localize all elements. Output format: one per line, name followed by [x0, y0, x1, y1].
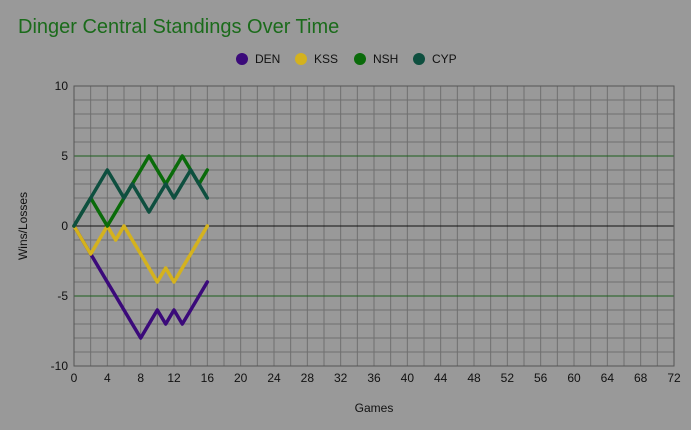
x-tick-label: 0 [71, 371, 78, 385]
series-line-nsh [72, 154, 210, 228]
x-tick-label: 44 [434, 371, 448, 385]
legend-marker-cyp [413, 53, 425, 65]
x-tick-label: 60 [567, 371, 581, 385]
y-tick-label: 0 [61, 219, 68, 233]
y-tick-label: -10 [51, 359, 69, 373]
legend-label-kss: KSS [314, 52, 338, 66]
x-tick-label: 68 [634, 371, 648, 385]
x-tick-label: 64 [601, 371, 615, 385]
x-tick-label: 24 [267, 371, 281, 385]
x-tick-label: 16 [201, 371, 215, 385]
x-tick-label: 28 [301, 371, 315, 385]
x-tick-label: 32 [334, 371, 348, 385]
x-tick-label: 56 [534, 371, 548, 385]
legend-label-den: DEN [255, 52, 280, 66]
y-axis-title: Wins/Losses [16, 192, 30, 260]
x-tick-label: 72 [667, 371, 681, 385]
legend-marker-nsh [354, 53, 366, 65]
x-tick-label: 12 [167, 371, 181, 385]
y-tick-label: 5 [61, 149, 68, 163]
x-tick-label: 48 [467, 371, 481, 385]
y-tick-label: 10 [55, 79, 69, 93]
chart-title: Dinger Central Standings Over Time [18, 16, 340, 38]
y-tick-label: -5 [57, 289, 68, 303]
legend-label-cyp: CYP [432, 52, 457, 66]
x-tick-label: 36 [367, 371, 381, 385]
series-line-cyp [72, 168, 210, 228]
x-tick-label: 52 [501, 371, 515, 385]
x-tick-label: 40 [401, 371, 415, 385]
legend-label-nsh: NSH [373, 52, 398, 66]
series-line-kss [72, 224, 210, 284]
x-axis-title: Games [355, 401, 394, 415]
x-tick-label: 20 [234, 371, 248, 385]
x-tick-label: 4 [104, 371, 111, 385]
x-tick-label: 8 [137, 371, 144, 385]
legend-marker-den [236, 53, 248, 65]
series-line-den [72, 224, 210, 340]
legend-marker-kss [295, 53, 307, 65]
